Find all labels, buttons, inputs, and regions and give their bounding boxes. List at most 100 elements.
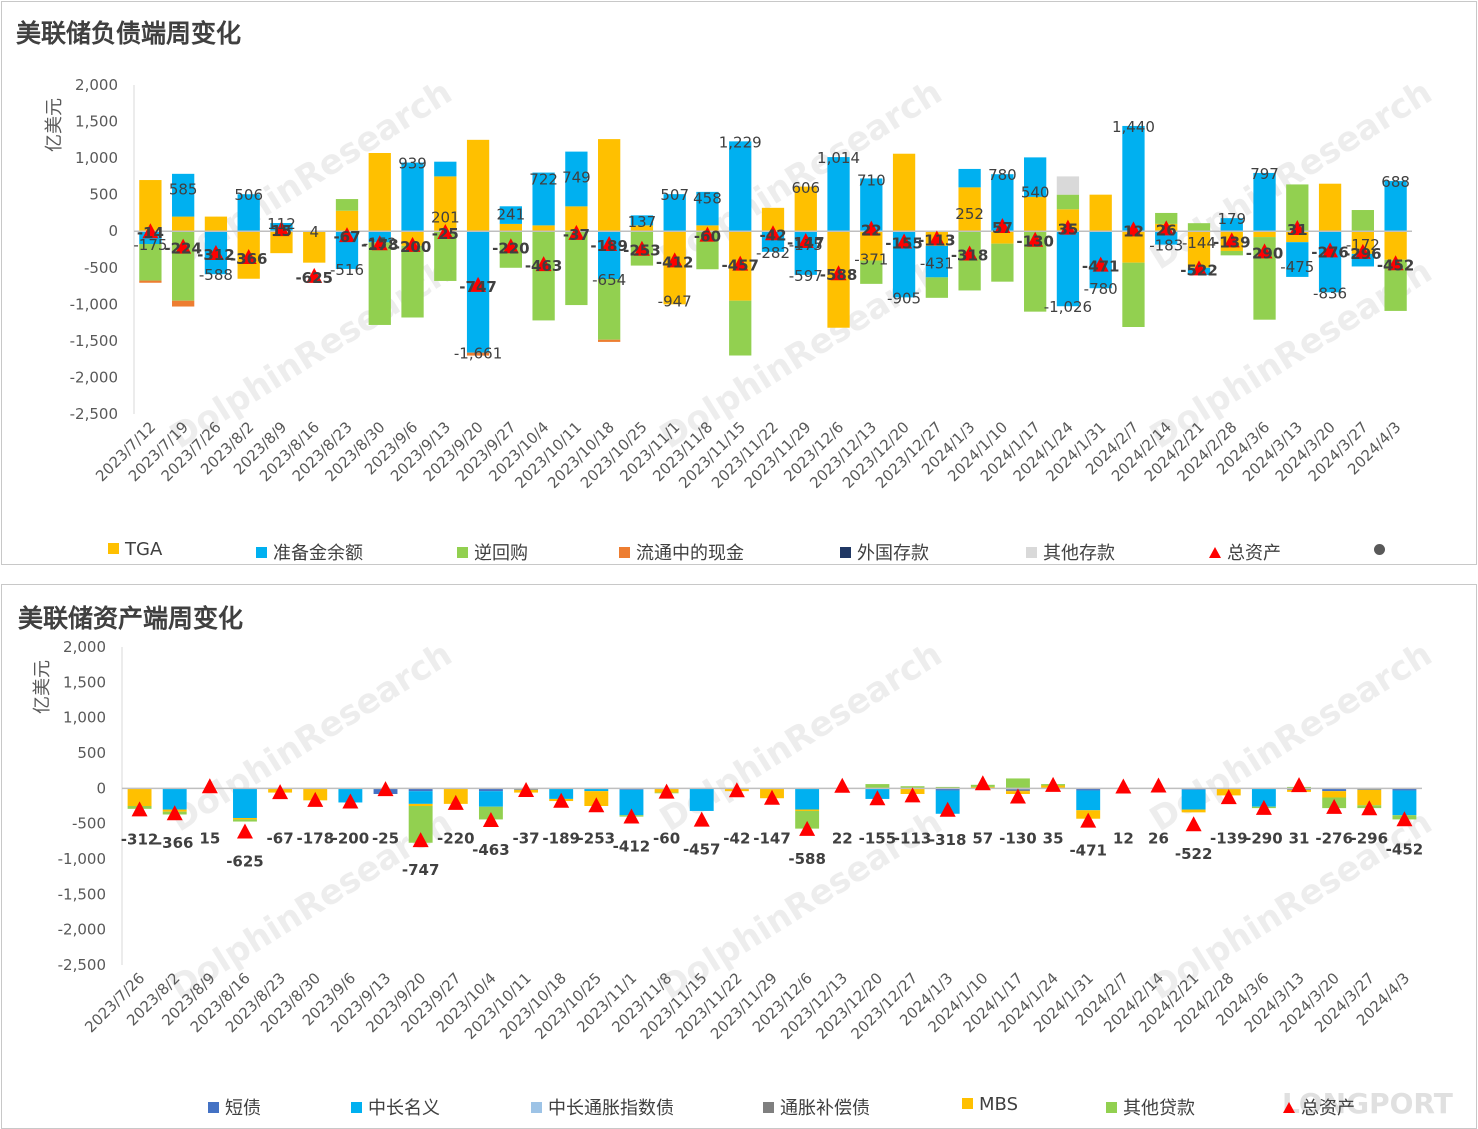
bar-segment: [958, 187, 981, 232]
bar-segment: [139, 180, 162, 232]
total-assets-marker: [666, 252, 683, 268]
bar-segment: [237, 194, 260, 232]
data-label: 780: [988, 166, 1017, 184]
total-assets-label: -625: [226, 853, 264, 871]
legend-label: 逆回购: [474, 543, 528, 564]
y-tick-label: 500: [89, 186, 118, 204]
y-tick-label: 1,000: [75, 149, 118, 167]
total-assets-label: -276: [1315, 830, 1353, 848]
legend-item: 中长名义: [351, 1094, 440, 1120]
y-tick-label: 2,000: [63, 638, 106, 656]
data-label: -183: [1149, 237, 1183, 255]
total-assets-marker: [1396, 811, 1413, 827]
data-label: -224: [164, 240, 202, 258]
y-tick-label: 0: [96, 779, 106, 797]
data-label: 4: [309, 223, 319, 241]
total-assets-label: 12: [1113, 830, 1134, 848]
bar-segment: [335, 210, 359, 232]
total-assets-marker: [568, 224, 585, 240]
triangle-icon: [1209, 547, 1221, 558]
total-assets-marker: [994, 218, 1011, 234]
total-assets-label: -147: [753, 830, 791, 848]
total-assets-marker: [236, 823, 253, 839]
total-assets-marker: [974, 775, 991, 791]
triangle-icon: [1283, 1102, 1295, 1113]
total-assets-marker: [863, 220, 880, 236]
assets-chart: DolphinResearch DolphinResearch DolphinRes…: [32, 634, 1453, 1120]
total-assets-label: -220: [437, 830, 475, 848]
data-label: -139: [1213, 233, 1251, 251]
total-assets-label: -296: [1351, 830, 1389, 848]
bar-segment: [1076, 788, 1101, 791]
data-label: 1,229: [719, 133, 762, 151]
total-assets-marker: [633, 240, 650, 256]
bar-segment: [204, 216, 228, 232]
bar-segment: [1351, 210, 1374, 232]
data-label: -836: [1313, 284, 1347, 302]
bar-segment: [1089, 194, 1112, 232]
liabilities-chart-title: 美联储负债端周变化: [16, 19, 242, 48]
bar-segment: [991, 243, 1014, 282]
data-label: 22: [861, 222, 882, 240]
total-assets-label: -155: [859, 830, 897, 848]
total-assets-label: -471: [1069, 842, 1107, 860]
total-assets-marker: [142, 223, 159, 239]
data-label: 112: [267, 215, 296, 233]
total-assets-marker: [518, 781, 535, 797]
bar-segment: [598, 339, 621, 342]
bar-segment: [434, 231, 457, 281]
bar-segment: [478, 791, 503, 807]
legend-swatch: [351, 1102, 362, 1113]
data-label: -282: [756, 244, 790, 262]
bar-segment: [139, 244, 162, 281]
total-assets-label: -312: [121, 830, 159, 848]
data-label: 540: [1021, 184, 1050, 202]
data-label: -37: [563, 226, 590, 244]
legend-swatch: [531, 1102, 542, 1113]
legend-label: 通胀补偿债: [780, 1098, 870, 1119]
data-label: -463: [525, 257, 563, 275]
bar-segment: [1024, 157, 1047, 197]
legend-item: 其他贷款: [1106, 1094, 1195, 1120]
data-label: 31: [1287, 221, 1308, 239]
data-label: -747: [459, 278, 497, 296]
legend-label: MBS: [979, 1094, 1018, 1115]
legend-swatch: [108, 543, 119, 554]
data-label: 688: [1381, 173, 1410, 191]
data-label: 179: [1217, 210, 1246, 228]
legend-item: [1374, 539, 1385, 560]
total-assets-marker: [339, 227, 355, 243]
bar-segment: [1384, 259, 1407, 311]
bar-segment: [172, 231, 195, 301]
bar-segment: [925, 245, 948, 278]
total-assets-marker: [1255, 799, 1272, 815]
data-label: -588: [199, 266, 233, 284]
total-assets-label: 31: [1289, 830, 1310, 848]
total-assets-label: -457: [683, 841, 721, 859]
bar-segment: [1251, 788, 1276, 807]
total-assets-marker: [470, 276, 487, 292]
legend-item: 通胀补偿债: [763, 1094, 870, 1120]
y-tick-label: 1,000: [63, 709, 106, 727]
bar-segment: [630, 215, 654, 226]
bar-segment: [1351, 231, 1374, 254]
y-tick-label: -2,000: [70, 368, 118, 386]
data-label: -318: [951, 246, 989, 264]
total-assets-marker: [1354, 243, 1371, 259]
total-assets-marker: [728, 782, 745, 798]
total-assets-marker: [939, 801, 956, 817]
bar-segment: [1286, 184, 1309, 232]
total-assets-marker: [377, 781, 394, 797]
bar-segment: [619, 789, 644, 816]
bar-segment: [1322, 788, 1347, 792]
total-assets-marker: [1158, 220, 1175, 236]
total-assets-label: -290: [1245, 830, 1283, 848]
total-assets-marker: [1322, 242, 1339, 258]
bar-segment: [795, 809, 820, 811]
bar-segment: [408, 806, 433, 843]
legend-label: 中长名义: [368, 1098, 440, 1119]
data-label: -905: [887, 289, 921, 307]
total-assets-label: -412: [613, 837, 651, 855]
total-assets-marker: [1185, 816, 1202, 832]
bar-segment: [466, 139, 490, 232]
